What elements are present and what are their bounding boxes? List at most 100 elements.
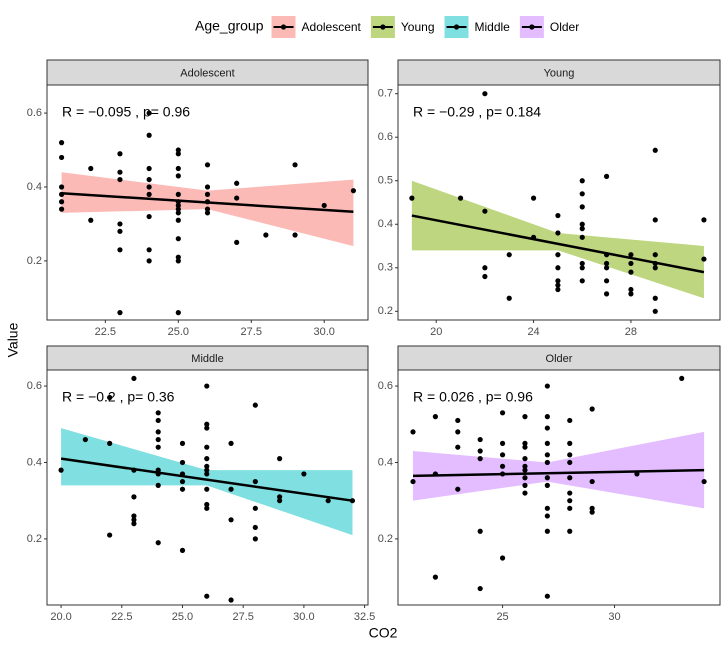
point (228, 517, 234, 523)
point (204, 467, 210, 473)
point (567, 505, 573, 511)
x-tick-label: 28 (625, 326, 637, 338)
point (204, 206, 211, 212)
point (477, 448, 483, 454)
point (204, 162, 211, 168)
point (567, 490, 573, 496)
point (204, 593, 210, 599)
point (603, 291, 610, 297)
point (82, 436, 88, 443)
point (579, 234, 585, 240)
point (146, 258, 152, 264)
point (544, 528, 550, 534)
point (410, 429, 416, 435)
point (277, 494, 283, 500)
point (477, 585, 483, 592)
point (146, 213, 152, 220)
y-tick-label: 0.2 (27, 255, 42, 267)
y-tick-label: 0.2 (378, 305, 393, 317)
y-tick-label: 0.4 (27, 181, 42, 193)
point (175, 254, 181, 260)
plot-area (58, 110, 357, 316)
point (457, 195, 464, 201)
panel-border (397, 369, 721, 606)
x-axis-label: CO2 (369, 625, 398, 641)
point (175, 206, 181, 212)
point (179, 478, 186, 485)
point (58, 199, 65, 205)
y-tick-label: 0.2 (27, 533, 42, 545)
point (544, 383, 550, 389)
point (292, 232, 298, 238)
point (131, 513, 137, 519)
point (544, 513, 550, 519)
point (499, 555, 506, 561)
point (652, 308, 658, 314)
legend-key-point (529, 24, 535, 30)
point (204, 463, 210, 469)
point (628, 291, 634, 297)
strip-label: Middle (191, 353, 223, 365)
point (146, 165, 152, 172)
point (204, 505, 210, 511)
point (58, 206, 65, 212)
point (579, 226, 585, 232)
point (410, 478, 416, 485)
point (277, 456, 283, 462)
y-tick-label: 0.6 (27, 107, 42, 119)
x-tick-label: 20.0 (50, 611, 71, 623)
point (652, 295, 658, 301)
point (234, 180, 240, 186)
point (175, 165, 181, 172)
point (117, 310, 123, 316)
point (204, 421, 210, 427)
point (589, 406, 595, 412)
point (179, 486, 186, 492)
point (567, 475, 573, 481)
point (204, 210, 211, 216)
legend-label: Adolescent (302, 20, 362, 34)
point (107, 532, 113, 538)
point (482, 273, 488, 280)
legend-label: Young (401, 20, 435, 34)
point (522, 414, 528, 420)
point (603, 173, 610, 179)
point (228, 486, 234, 492)
point (409, 195, 415, 201)
y-tick-label: 0.7 (378, 88, 393, 100)
point (325, 498, 331, 504)
point (175, 210, 181, 216)
point (146, 176, 152, 183)
point (652, 265, 658, 271)
y-tick-label: 0.5 (378, 175, 393, 187)
point (544, 425, 550, 431)
point (579, 221, 585, 227)
point (131, 521, 137, 527)
point (506, 252, 512, 258)
confidence-band (413, 431, 705, 509)
x-tick-label: 30.0 (293, 611, 314, 623)
point (263, 232, 269, 238)
point (506, 295, 512, 301)
point (117, 221, 123, 227)
point (117, 151, 123, 157)
point (579, 260, 585, 267)
point (117, 247, 123, 253)
point (555, 212, 561, 219)
panel-border (46, 369, 369, 606)
point (204, 425, 210, 431)
fit-line (61, 192, 354, 213)
x-tick-label: 20 (430, 326, 442, 338)
point (567, 440, 573, 446)
legend-key-point (380, 24, 386, 30)
point (652, 217, 658, 223)
y-tick-label: 0.4 (378, 456, 393, 468)
point (107, 394, 113, 401)
point (58, 154, 65, 161)
point (117, 169, 123, 175)
point (544, 482, 550, 488)
point (277, 498, 283, 504)
x-tick-label: 22.5 (111, 611, 132, 623)
point (579, 278, 585, 284)
